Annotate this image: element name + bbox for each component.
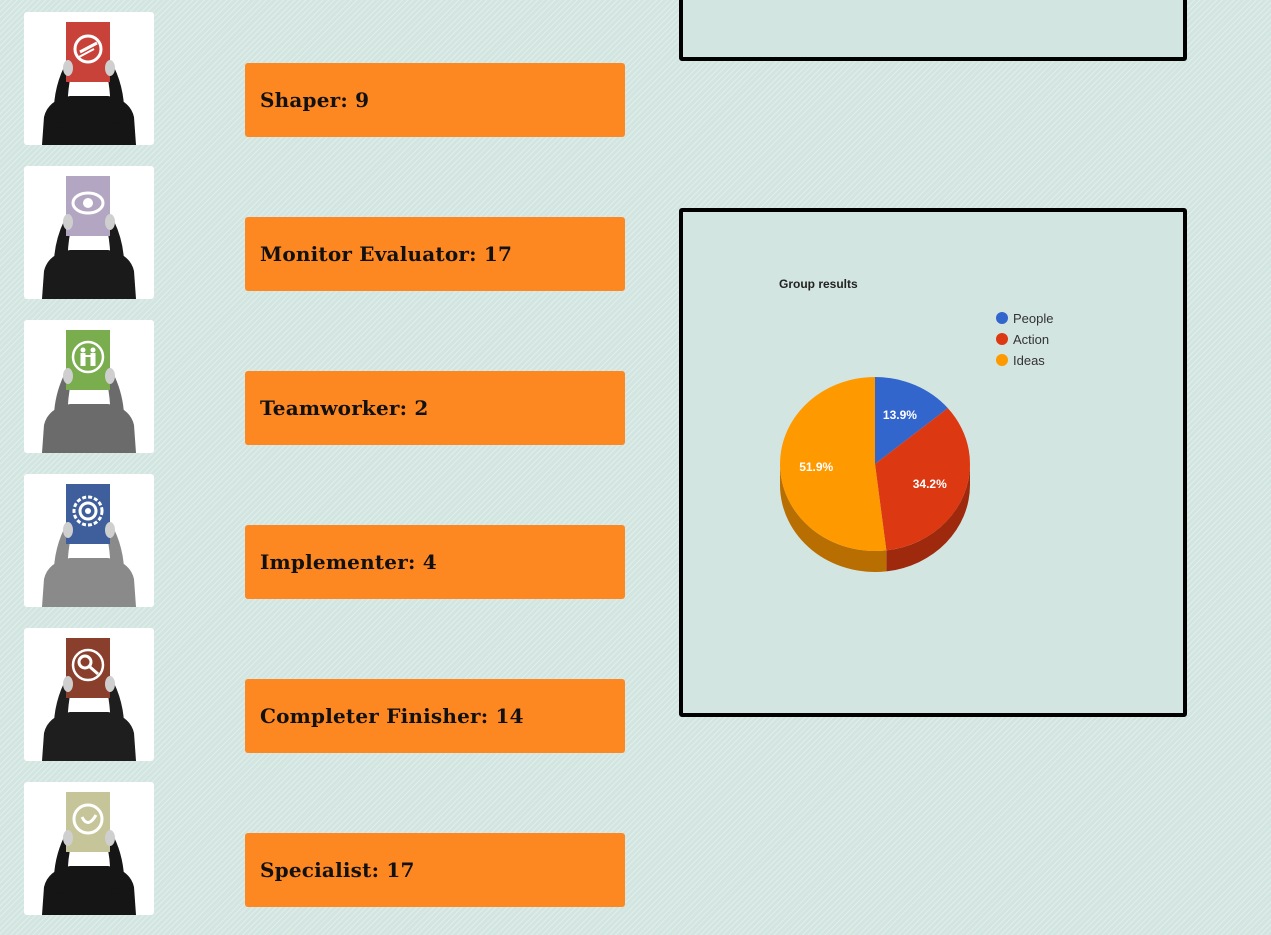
completer-finisher-score-box: Completer Finisher: 14 [245,679,625,753]
monitor-evaluator-figure [42,176,136,299]
pie-slice-action [875,408,970,551]
implementer-figure [42,484,136,607]
legend-label: Action [1013,332,1049,347]
magnifier-icon [71,648,105,682]
pie-side-ideas [780,464,887,572]
chart-title: Group results [779,277,858,291]
legend-item-action: Action [996,332,1049,347]
specialist-score-box: Specialist: 17 [245,833,625,907]
specialist-icon [72,803,104,835]
specialist-photo [24,782,154,915]
implementer-photo [24,474,154,607]
legend-swatch [996,333,1008,345]
legend-swatch [996,354,1008,366]
pie-chart: 13.9% 34.2% 51.9% [779,377,970,572]
results-panel-top [679,0,1187,61]
monitor-evaluator-score-label: Monitor Evaluator: 17 [260,242,513,266]
teamworker-score-label: Teamworker: 2 [260,396,429,420]
pie-label-ideas: 51.9% [799,460,833,474]
shaper-figure [42,22,136,145]
implementer-score-label: Implementer: 4 [260,550,437,574]
teamworker-figure [42,330,136,453]
shaper-icon [73,34,103,64]
pie-slice-people [875,377,948,464]
shaper-score-label: Shaper: 9 [260,88,370,112]
monitor-evaluator-score-box: Monitor Evaluator: 17 [245,217,625,291]
implementer-score-box: Implementer: 4 [245,525,625,599]
legend-swatch [996,312,1008,324]
pie-side-action [886,464,970,572]
gear-icon [72,495,104,527]
pie-slice-ideas [779,377,887,551]
teamworker-score-box: Teamworker: 2 [245,371,625,445]
chart-legend: People Action Ideas [996,311,1053,368]
group-results-panel: Group results People Action Ideas 13.9% 34.… [679,208,1187,717]
legend-item-people: People [996,311,1053,326]
completer-finisher-score-label: Completer Finisher: 14 [260,704,524,728]
monitor-evaluator-photo [24,166,154,299]
shaper-score-box: Shaper: 9 [245,63,625,137]
people-icon [71,340,105,374]
completer-finisher-photo [24,628,154,761]
shaper-photo [24,12,154,145]
legend-label: People [1013,311,1053,326]
eye-icon [71,191,105,215]
legend-item-ideas: Ideas [996,353,1045,368]
pie-label-people: 13.9% [883,408,917,422]
group-results-chart: Group results People Action Ideas 13.9% 34.… [779,277,1053,572]
legend-label: Ideas [1013,353,1045,368]
completer-finisher-figure [42,638,136,761]
specialist-score-label: Specialist: 17 [260,858,415,882]
specialist-figure [42,792,136,915]
teamworker-photo [24,320,154,453]
pie-label-action: 34.2% [913,477,947,491]
